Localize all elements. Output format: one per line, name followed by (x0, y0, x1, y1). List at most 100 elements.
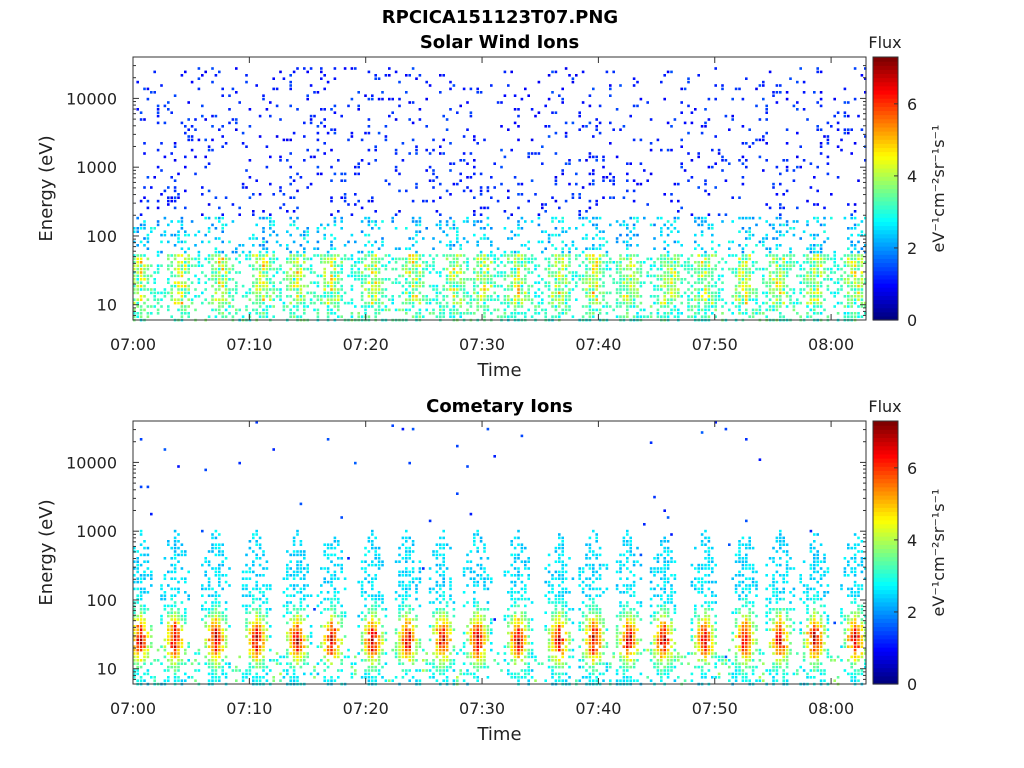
heatmap-cell (809, 288, 813, 291)
heatmap-cell (377, 97, 381, 101)
heatmap-cell (588, 257, 592, 261)
heatmap-cell (626, 308, 629, 312)
heatmap-cell (707, 261, 711, 264)
heatmap-cell (806, 312, 809, 315)
heatmap-cell (211, 679, 214, 682)
heatmap-cell (371, 227, 374, 230)
heatmap-cell (677, 240, 680, 244)
heatmap-cell (568, 288, 571, 291)
heatmap-cell (520, 261, 524, 264)
heatmap-cell (779, 182, 782, 186)
heatmap-cell (221, 267, 224, 271)
heatmap-cell (745, 165, 748, 169)
heatmap-cell (673, 278, 677, 281)
heatmap-cell (286, 230, 289, 233)
heatmap-cell (462, 284, 466, 288)
heatmap-cell (782, 257, 785, 261)
heatmap-cell (224, 315, 228, 318)
heatmap-cell (687, 261, 690, 264)
heatmap-cell (143, 284, 146, 288)
heatmap-cell (190, 257, 194, 261)
heatmap-cell (292, 264, 296, 267)
heatmap-cell (653, 295, 656, 298)
heatmap-cell (299, 267, 303, 271)
heatmap-cell (156, 271, 160, 274)
heatmap-cell (231, 87, 235, 91)
heatmap-cell (666, 301, 670, 305)
heatmap-cell (323, 125, 326, 128)
heatmap-cell (707, 295, 711, 298)
heatmap-cell (197, 77, 201, 80)
heatmap-cell (449, 247, 452, 250)
heatmap-cell (609, 274, 612, 278)
heatmap-cell (775, 237, 779, 240)
heatmap-cell (857, 295, 860, 298)
heatmap-cell (575, 74, 578, 77)
heatmap-cell (439, 240, 442, 244)
heatmap-cell (177, 608, 180, 611)
heatmap-cell (704, 271, 707, 274)
heatmap-cell (459, 247, 462, 250)
heatmap-cell (408, 301, 411, 305)
heatmap-cell (741, 281, 745, 284)
heatmap-cell (517, 295, 520, 298)
heatmap-cell (626, 264, 629, 267)
heatmap-cell (292, 312, 296, 315)
heatmap-cell (398, 257, 401, 261)
heatmap-cell (554, 111, 558, 114)
heatmap-cell (857, 305, 860, 308)
heatmap-cell (211, 601, 214, 604)
heatmap-cell (265, 278, 269, 281)
heatmap-cell (707, 165, 711, 169)
heatmap-cell (435, 254, 439, 257)
heatmap-cell (184, 312, 187, 315)
heatmap-cell (143, 577, 146, 580)
heatmap-cell (517, 264, 520, 267)
heatmap-cell (211, 267, 214, 271)
heatmap-cell (136, 577, 139, 580)
heatmap-cell (629, 288, 632, 291)
heatmap-cell (292, 587, 296, 591)
heatmap-cell (425, 227, 428, 230)
heatmap-cell (173, 563, 177, 567)
heatmap-cell (765, 111, 768, 114)
heatmap-cell (711, 233, 714, 237)
heatmap-cell (143, 237, 146, 240)
heatmap-cell (639, 261, 643, 264)
heatmap-cell (173, 550, 177, 553)
heatmap-cell (864, 216, 867, 220)
heatmap-cell (745, 312, 748, 315)
heatmap-cell (490, 295, 493, 298)
heatmap-cell (704, 216, 707, 220)
heatmap-cell (615, 155, 619, 159)
heatmap-cell (598, 264, 602, 267)
heatmap-cell (439, 91, 442, 94)
heatmap-cell (296, 278, 299, 281)
heatmap-cell (173, 301, 177, 305)
heatmap-cell (738, 284, 741, 288)
heatmap-cell (367, 291, 371, 295)
heatmap-cell (173, 546, 177, 550)
colorbar-segment (873, 283, 898, 288)
heatmap-cell (221, 638, 224, 642)
heatmap-cell (408, 74, 411, 77)
heatmap-cell (799, 274, 802, 278)
heatmap-cell (184, 125, 187, 128)
heatmap-cell (551, 295, 554, 298)
heatmap-cell (289, 288, 292, 291)
heatmap-cell (323, 237, 326, 240)
heatmap-cell (462, 135, 466, 138)
heatmap-cell (850, 284, 853, 288)
heatmap-cell (218, 128, 221, 131)
heatmap-cell (432, 308, 435, 312)
heatmap-cell (401, 142, 405, 145)
heatmap-cell (133, 546, 136, 550)
heatmap-cell (636, 288, 639, 291)
heatmap-cell (853, 301, 857, 305)
heatmap-cell (646, 315, 649, 318)
heatmap-cell (507, 301, 510, 305)
heatmap-cell (452, 244, 456, 247)
heatmap-cell (133, 669, 136, 672)
heatmap-cell (207, 261, 211, 264)
heatmap-cell (629, 162, 632, 165)
